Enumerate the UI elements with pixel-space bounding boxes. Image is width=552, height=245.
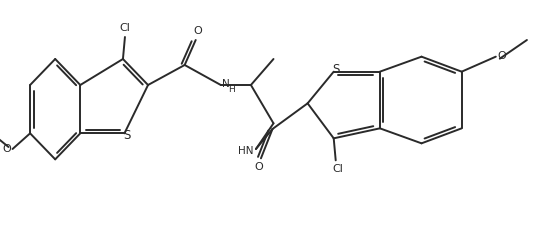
Text: O: O: [497, 51, 506, 61]
Text: S: S: [123, 129, 130, 142]
Text: S: S: [332, 63, 339, 76]
Text: Cl: Cl: [119, 23, 130, 33]
Text: N: N: [222, 79, 230, 89]
Text: H: H: [229, 86, 235, 95]
Text: O: O: [254, 162, 263, 172]
Text: O: O: [2, 144, 11, 154]
Text: O: O: [193, 26, 202, 36]
Text: Cl: Cl: [332, 164, 343, 174]
Text: HN: HN: [238, 146, 254, 156]
